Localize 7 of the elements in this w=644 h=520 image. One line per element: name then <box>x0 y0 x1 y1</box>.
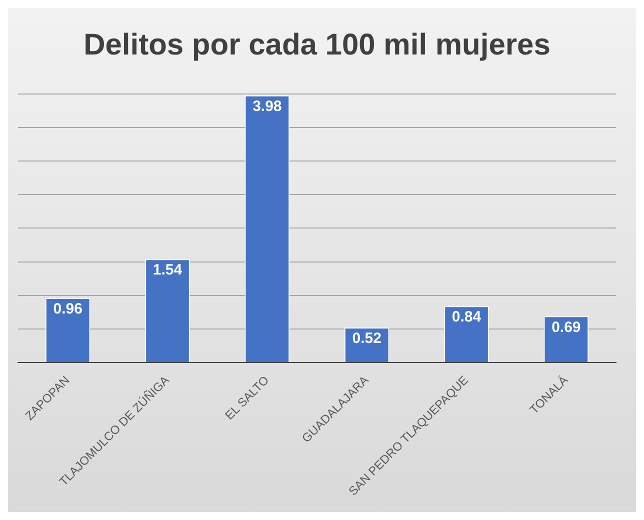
chart-title: Delitos por cada 100 mil mujeres <box>84 28 550 62</box>
data-label: 0.96 <box>53 300 82 318</box>
data-label: 1.54 <box>152 262 183 279</box>
data-label: 3.98 <box>252 98 282 115</box>
data-label: 0.52 <box>352 330 382 348</box>
data-label: 0.84 <box>452 308 482 326</box>
data-label: 0.69 <box>552 318 581 336</box>
